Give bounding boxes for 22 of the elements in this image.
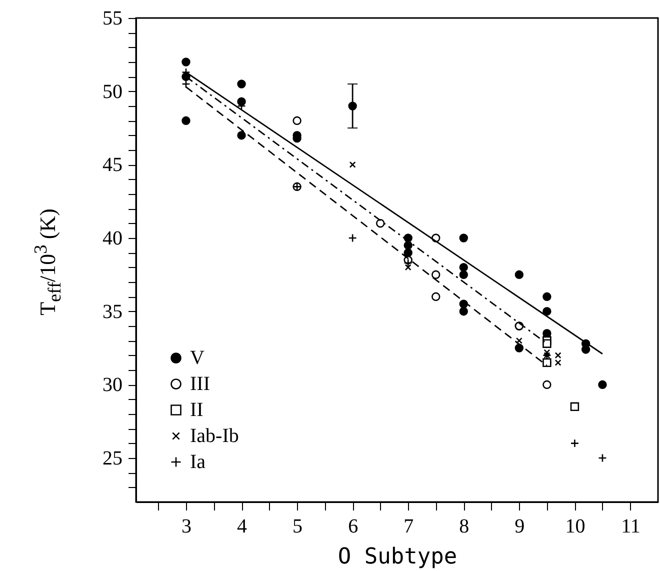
y-tick-label: 25 — [102, 448, 122, 470]
legend-label: Ia — [190, 451, 206, 473]
legend-label: Iab-Ib — [190, 425, 239, 447]
x-tick-label: 9 — [514, 516, 525, 538]
y-tick-label: 50 — [102, 80, 122, 103]
x-tick-label: 3 — [181, 516, 192, 538]
legend-label: V — [190, 347, 205, 369]
y-tick-label: 55 — [102, 8, 122, 30]
x-tick-label: 8 — [459, 516, 470, 538]
x-tick-label: 10 — [565, 516, 586, 538]
x-tick-label: 11 — [621, 516, 640, 538]
x-tick-label: 6 — [348, 516, 358, 538]
x-tick-label: 4 — [237, 516, 248, 538]
legend-label: II — [190, 399, 204, 421]
y-tick-label: 45 — [102, 154, 122, 176]
x-tick-label: 7 — [404, 516, 414, 538]
x-axis-title: O Subtype — [338, 544, 458, 570]
y-tick-label: 35 — [102, 300, 122, 323]
x-tick-label: 5 — [292, 516, 303, 538]
y-tick-label: 30 — [102, 374, 122, 396]
y-tick-label: 40 — [102, 228, 122, 250]
legend-label: III — [190, 373, 210, 395]
